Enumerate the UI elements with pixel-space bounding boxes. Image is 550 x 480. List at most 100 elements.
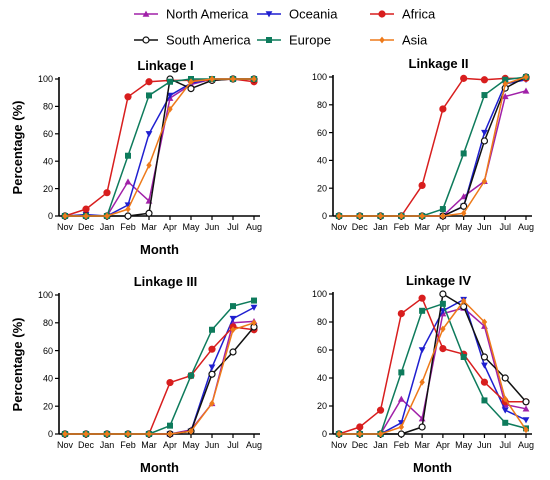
data-point: [522, 405, 530, 412]
y-tick-label: 100: [38, 290, 53, 300]
data-point: [357, 212, 363, 220]
x-tick-label: Mar: [414, 440, 430, 450]
data-point: [481, 362, 488, 369]
y-tick-label: 80: [317, 317, 327, 327]
data-point: [502, 395, 508, 403]
data-point: [145, 78, 153, 86]
legend-item: Oceania: [257, 7, 338, 22]
y-tick-label: 60: [317, 128, 327, 138]
data-point: [418, 423, 426, 431]
y-tick-label: 0: [322, 211, 327, 221]
x-tick-label: Jun: [205, 222, 220, 232]
data-point: [229, 348, 237, 356]
data-point: [209, 75, 215, 83]
data-point: [418, 294, 426, 302]
data-point: [167, 430, 173, 438]
data-point: [336, 212, 342, 220]
x-tick-label: Feb: [394, 222, 410, 232]
data-point: [230, 326, 236, 334]
y-tick-label: 20: [317, 183, 327, 193]
legend-item: North America: [134, 7, 249, 22]
data-point: [167, 105, 173, 113]
x-axis-title: Month: [413, 460, 452, 475]
data-point: [356, 423, 364, 431]
y-tick-label: 40: [317, 156, 327, 166]
series-line: [65, 322, 255, 435]
data-point: [460, 354, 467, 360]
data-point: [377, 430, 384, 438]
x-tick-label: May: [455, 222, 473, 232]
legend-label: South America: [166, 33, 251, 48]
x-tick-label: Jan: [373, 222, 388, 232]
legend-label: Africa: [402, 7, 436, 22]
data-point: [480, 137, 489, 145]
data-point: [522, 87, 530, 94]
legend-marker: [378, 10, 386, 18]
data-point: [124, 93, 132, 101]
data-point: [125, 205, 131, 213]
data-point: [104, 212, 110, 220]
series-line: [339, 293, 527, 435]
x-tick-label: Jul: [227, 222, 239, 232]
x-tick-label: Jun: [477, 222, 492, 232]
data-point: [125, 152, 131, 159]
x-tick-label: Jul: [499, 440, 511, 450]
data-point: [187, 84, 195, 93]
series: [61, 304, 258, 438]
y-tick-label: 100: [38, 74, 53, 84]
data-point: [419, 378, 425, 386]
data-point: [62, 430, 68, 438]
y-tick-label: 20: [43, 184, 53, 194]
chart-panel: 0 20 40 60 80 100 Nov Dec Jan Feb Mar Apr May Jun Jul A…: [312, 273, 534, 475]
x-tick-label: Dec: [352, 222, 369, 232]
series: [336, 297, 529, 438]
legend-item: Asia: [370, 33, 428, 48]
y-tick-label: 20: [317, 401, 327, 411]
x-tick-label: Apr: [163, 222, 177, 232]
legend-label: Oceania: [289, 7, 338, 22]
legend-marker: [266, 37, 272, 43]
x-tick-label: Mar: [141, 222, 157, 232]
data-point: [146, 161, 152, 169]
x-tick-label: Aug: [518, 222, 534, 232]
y-tick-label: 80: [43, 102, 53, 112]
data-point: [460, 150, 467, 157]
data-point: [146, 92, 152, 99]
data-point: [501, 407, 509, 414]
data-point: [397, 430, 405, 438]
chart-title: Linkage III: [134, 274, 198, 289]
data-point: [336, 430, 342, 438]
x-tick-label: Jan: [100, 222, 115, 232]
y-tick-label: 40: [317, 373, 327, 383]
x-tick-label: May: [182, 440, 200, 450]
series-line: [65, 320, 255, 435]
x-tick-label: Nov: [57, 440, 74, 450]
data-point: [209, 326, 215, 333]
data-point: [398, 369, 405, 376]
data-point: [480, 378, 489, 386]
x-tick-label: Jan: [100, 440, 115, 450]
series-line: [65, 306, 255, 435]
data-point: [251, 319, 257, 327]
y-tick-label: 80: [43, 318, 53, 328]
data-point: [167, 422, 173, 429]
data-point: [439, 344, 447, 353]
x-tick-label: Dec: [352, 440, 369, 450]
data-point: [481, 397, 488, 404]
x-tick-label: Apr: [163, 440, 177, 450]
data-point: [208, 364, 216, 371]
data-point: [103, 189, 111, 197]
data-point: [145, 209, 153, 217]
legend-marker: [142, 36, 150, 44]
data-point: [460, 202, 468, 210]
y-tick-label: 100: [312, 72, 327, 82]
x-tick-label: Jul: [499, 222, 511, 232]
y-tick-label: 40: [43, 374, 53, 384]
y-tick-label: 0: [322, 429, 327, 439]
data-point: [83, 212, 89, 220]
data-point: [523, 73, 529, 81]
data-point: [522, 417, 530, 424]
y-tick-label: 60: [43, 129, 53, 139]
data-point: [480, 76, 489, 84]
y-tick-label: 40: [43, 156, 53, 166]
